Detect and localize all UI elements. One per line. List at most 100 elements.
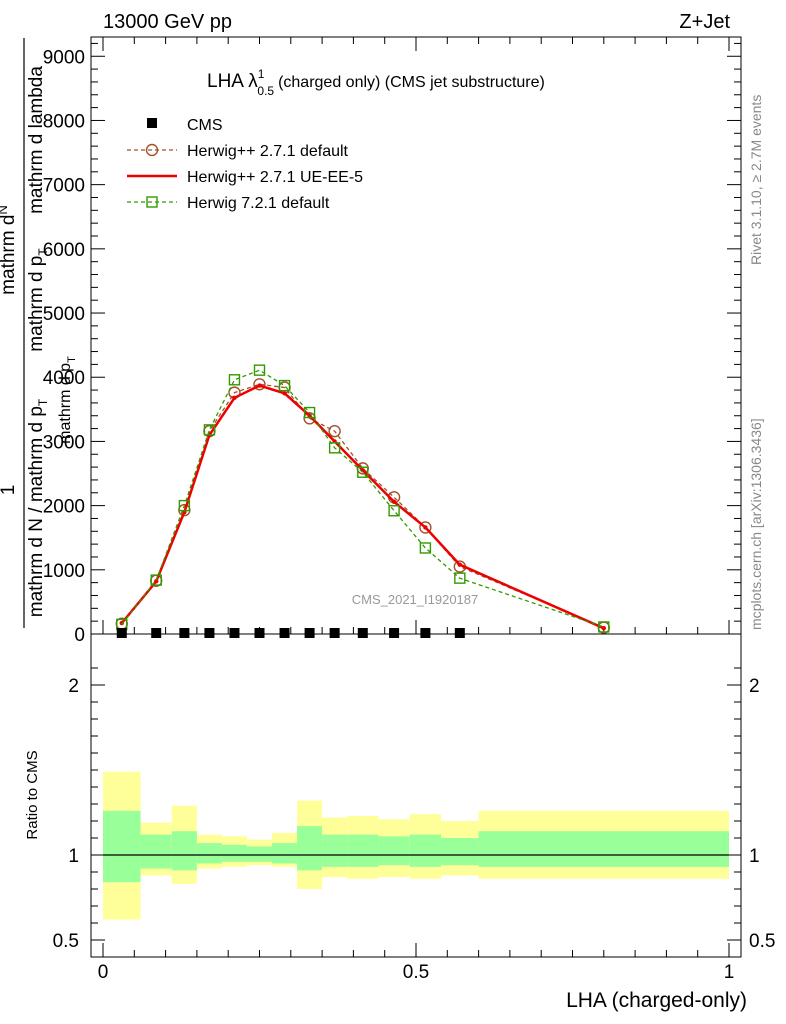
title-main: LHA λ (207, 71, 258, 92)
point-herwig721 (388, 505, 400, 517)
y-label-frac-tail: mathrm d lambda (26, 66, 47, 214)
ratio-y-tick-label: 1 (68, 846, 79, 867)
ratio-band-inner (441, 838, 479, 866)
ratio-band-inner (378, 836, 410, 866)
cms-point (389, 628, 400, 638)
cms-point (179, 628, 190, 638)
cms-point (204, 628, 215, 638)
main-y-label: mathrm d pT mathrm dN 1 mathrm d N / mat… (0, 38, 78, 628)
ratio-band-inner (221, 844, 247, 862)
ratio-band-inner (409, 834, 442, 867)
ratio-band-inner (171, 831, 197, 871)
series-line-herwigpp_ue (120, 384, 605, 630)
point-herwig721 (228, 374, 241, 386)
y-tick-label: 2000 (43, 497, 85, 518)
mcplots-label: mcplots.cern.ch [arXiv:1306.3436] (748, 418, 764, 630)
ratio-y-tick-label-right: 0.5 (749, 931, 775, 952)
watermark: CMS_2021_I1920187 (352, 592, 479, 607)
x-tick-label: 0 (98, 962, 109, 983)
y-tick-label: 6000 (43, 240, 85, 261)
point-herwig721 (150, 574, 162, 586)
ratio-band-inner (347, 834, 379, 867)
point-herwigpp-default (328, 424, 341, 438)
y-tick-label: 9000 (43, 47, 85, 68)
y-label-frac-mid: mathrm d p (57, 363, 74, 444)
point-herwig721 (419, 542, 432, 554)
point-herwigpp-ue (601, 626, 606, 631)
ratio-y-tick-label: 2 (68, 676, 79, 697)
ratio-y-tick-label-right: 1 (749, 846, 760, 867)
legend: CMS Herwig++ 2.7.1 default Herwig++ 2.7.… (127, 117, 363, 212)
y-tick-label: 1000 (43, 561, 85, 582)
legend-label-herwigpp-ue: Herwig++ 2.7.1 UE-EE-5 (187, 169, 363, 186)
cms-data-points (116, 628, 465, 638)
series-layer (115, 364, 610, 634)
main-y-axis: 0 1000 2000 3000 4000 5000 6000 7000 8000 9000 (43, 42, 741, 646)
point-herwigpp-ue (423, 525, 428, 530)
series-line-herwig721 (121, 369, 605, 628)
y-label-numer: mathrm d (0, 215, 19, 295)
ratio-panel (90, 633, 742, 958)
cms-point (116, 628, 127, 638)
point-herwig721 (303, 406, 316, 419)
point-herwig721 (598, 621, 610, 633)
title-rest: (charged only) (CMS jet substructure) (278, 74, 545, 91)
ratio-band-inner (322, 834, 348, 867)
ratio-band-inner (196, 843, 222, 864)
ratio-frame (90, 633, 742, 958)
ratio-bands (103, 771, 729, 920)
cms-point (454, 628, 465, 638)
ratio-band-inner (140, 834, 172, 869)
ratio-band-inner (297, 826, 323, 871)
plot-title: LHA λ1 0.5 (charged only) (CMS jet substru… (207, 67, 545, 98)
rivet-version-label: Rivet 3.1.10, ≥ 2.7M events (748, 95, 764, 265)
cms-point (304, 628, 315, 638)
legend-cms-label: CMS (187, 117, 223, 134)
header-right: Z+Jet (679, 11, 730, 33)
cms-point (357, 628, 368, 638)
legend-label-herwig721: Herwig 7.2.1 default (187, 195, 330, 212)
svg-text:LHA λ10.5(charged only) (CMS j: LHA λ1 0.5 (charged only) (CMS jet substru… (207, 67, 545, 98)
point-herwigpp-ue (282, 391, 287, 396)
y-label-one: 1 (0, 485, 19, 496)
y-tick-label: 0 (74, 625, 85, 646)
y-tick-label: 8000 (43, 111, 85, 132)
y-label-frac-mid-sub: T (66, 356, 78, 363)
legend-marker-herwig721 (146, 196, 158, 208)
ratio-band-inner (103, 810, 141, 883)
legend-marker-herwigpp-default (145, 143, 159, 157)
svg-text:mathrm d lambda: mathrm d lambda (26, 66, 47, 214)
point-herwigpp-default (253, 378, 266, 391)
y-label-denom-sub: T (36, 248, 50, 256)
y-label-frac-denom-sub: T (36, 398, 50, 406)
point-herwig721 (454, 572, 466, 584)
svg-text:mathrm dN: mathrm dN (0, 205, 19, 295)
point-herwigpp-ue (257, 383, 262, 388)
point-herwigpp-ue (391, 499, 397, 504)
cms-point (229, 628, 240, 638)
point-herwigpp-ue (232, 395, 237, 400)
ratio-y-tick-label: 0.5 (53, 931, 79, 952)
cms-point (329, 628, 340, 638)
y-label-frac-denom: mathrm d N / mathrm d p (26, 406, 47, 617)
ratio-x-axis: 0 0.5 1 (98, 943, 734, 983)
point-herwigpp-ue (457, 562, 463, 567)
point-herwig721 (203, 424, 216, 436)
y-tick-label: 7000 (43, 176, 85, 197)
x-tick-label: 0.5 (403, 962, 429, 983)
ratio-band-inner (478, 831, 729, 867)
point-herwigpp-default (419, 521, 432, 534)
ratio-band-inner (272, 843, 298, 864)
header-left: 13000 GeV pp (103, 11, 232, 33)
ratio-y-label: Ratio to CMS (24, 750, 41, 839)
legend-label-herwigpp-default: Herwig++ 2.7.1 default (187, 143, 349, 160)
y-tick-label: 4000 (43, 368, 85, 389)
svg-text:mathrm d pT: mathrm d pT (57, 356, 78, 444)
title-sup: 1 (258, 67, 265, 81)
cms-point (279, 628, 290, 638)
svg-text:mathrm d pT: mathrm d pT (26, 248, 50, 352)
ratio-y-axis: 0.5 0.5 1 1 2 2 (53, 667, 775, 952)
y-tick-label: 5000 (43, 304, 85, 325)
cms-point (420, 628, 431, 638)
